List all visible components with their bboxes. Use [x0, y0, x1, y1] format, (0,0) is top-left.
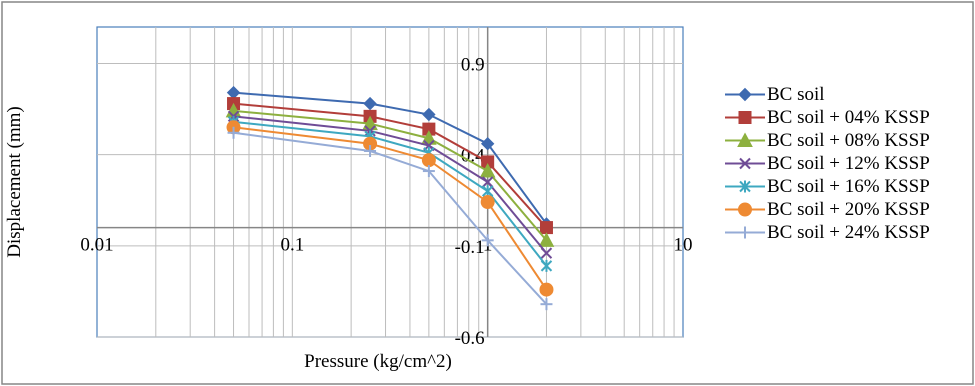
data-point — [738, 202, 752, 217]
y-tick-label: -0.6 — [455, 328, 485, 349]
data-point — [540, 259, 553, 272]
x-tick-label: 10 — [674, 235, 693, 256]
series — [227, 115, 553, 272]
data-point — [422, 107, 436, 122]
data-point — [539, 282, 554, 297]
data-point — [421, 153, 436, 168]
x-tick-label: 0.01 — [80, 235, 113, 256]
data-point — [540, 298, 553, 311]
data-point — [364, 145, 377, 157]
data-point — [479, 163, 496, 178]
legend-swatch — [725, 157, 765, 170]
legend-label: BC soil — [767, 84, 825, 105]
data-point — [739, 226, 751, 239]
data-point — [481, 234, 494, 247]
data-point-stroke — [540, 247, 553, 259]
data-point — [538, 232, 555, 247]
legend-label: BC soil + 08% KSSP — [767, 130, 930, 151]
y-tick-label: -0.1 — [455, 237, 485, 258]
series — [226, 120, 554, 297]
legend-label: BC soil + 24% KSSP — [767, 222, 930, 243]
legend-swatch — [725, 111, 765, 124]
data-point — [539, 221, 553, 235]
data-point — [227, 126, 240, 139]
y-axis-label: Displacement (mm) — [4, 106, 25, 257]
series — [226, 85, 554, 231]
data-point — [422, 165, 435, 178]
legend-swatch — [725, 202, 765, 217]
x-tick-label: 0.1 — [280, 235, 304, 256]
data-point — [480, 136, 495, 151]
legend-label: BC soil + 12% KSSP — [767, 153, 930, 174]
data-point — [540, 247, 553, 259]
legend-swatch — [725, 132, 765, 147]
y-tick-label: 0.9 — [461, 54, 485, 75]
grid — [97, 27, 683, 338]
data-point — [738, 87, 752, 102]
data-point-stroke — [481, 176, 494, 188]
data-point — [739, 180, 751, 193]
series — [227, 126, 553, 311]
legend-swatch — [725, 226, 765, 239]
data-point-stroke — [739, 157, 751, 170]
tick-labels: 0.010.11100.90.4-0.1-0.6 — [80, 54, 692, 349]
plot-area — [96, 26, 684, 338]
legend-swatch — [725, 180, 765, 193]
data-point — [737, 132, 753, 147]
data-point — [480, 195, 495, 210]
data-point — [481, 176, 494, 188]
legend-label: BC soil + 04% KSSP — [767, 107, 930, 128]
data-point — [738, 111, 752, 124]
legend-label: BC soil + 20% KSSP — [767, 199, 930, 220]
data-point — [739, 157, 751, 170]
data-point — [363, 96, 377, 111]
legend-label: BC soil + 16% KSSP — [767, 176, 930, 197]
legend-swatch — [725, 87, 765, 102]
series-group — [225, 85, 555, 311]
x-axis-label: Pressure (kg/cm^2) — [304, 351, 452, 372]
